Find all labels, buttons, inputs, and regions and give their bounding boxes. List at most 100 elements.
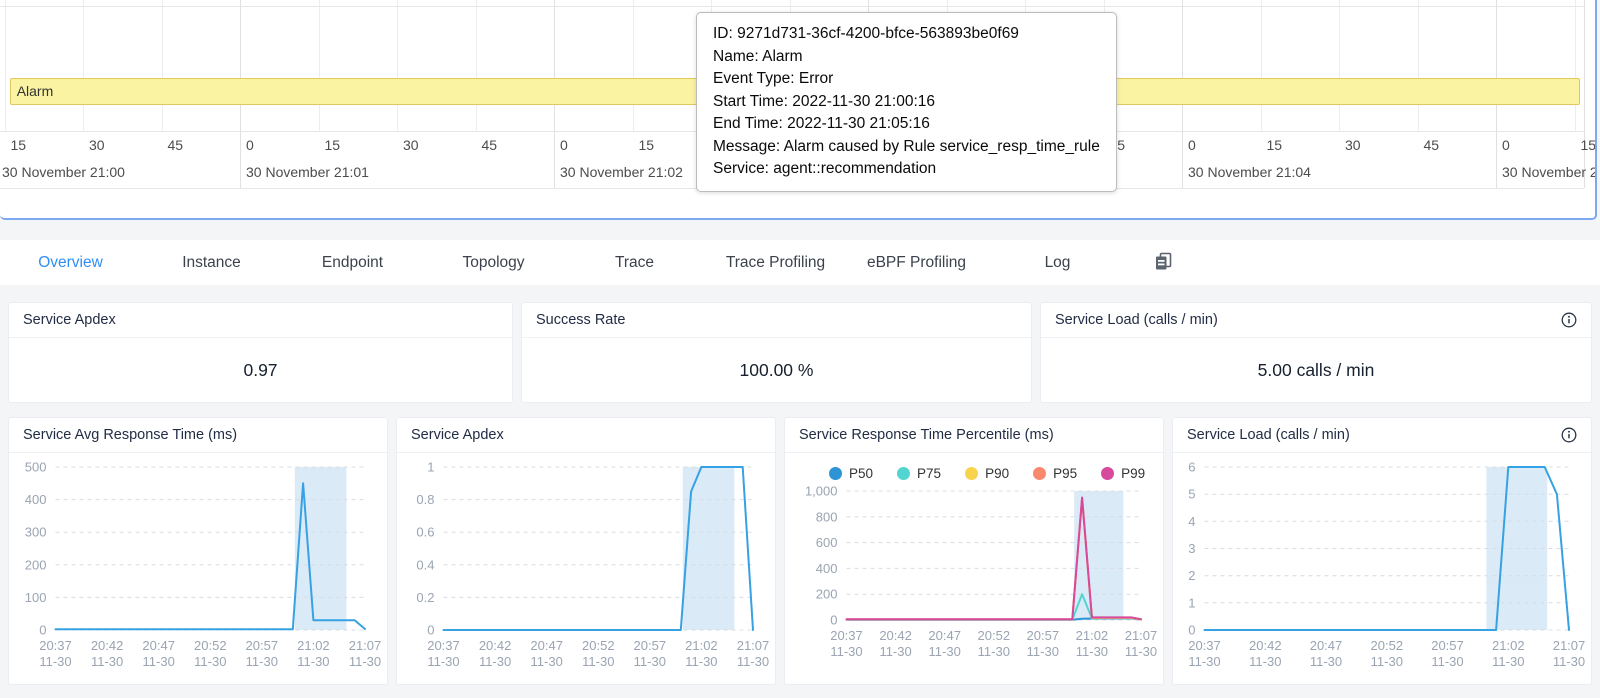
svg-text:20:37: 20:37 [427,638,460,653]
tooltip-line: Name: Alarm [713,47,803,65]
alarm-tooltip: ID: 9271d731-36cf-4200-bfce-563893be0f69… [696,12,1117,192]
svg-text:20:37: 20:37 [39,638,72,653]
svg-text:11-30: 11-30 [1027,644,1059,659]
card-title: Service Apdex [23,312,116,328]
svg-text:20:57: 20:57 [246,638,279,653]
timeline-tick-label: 45 [481,137,498,153]
svg-text:11-30: 11-30 [634,654,666,669]
svg-text:11-30: 11-30 [582,654,614,669]
line-chart-svg: 010020030040050020:3711-3020:4211-3020:4… [25,460,381,670]
svg-text:11-30: 11-30 [978,644,1010,659]
svg-text:11-30: 11-30 [1188,654,1220,669]
tab-instance[interactable]: Instance [182,253,241,271]
legend-dot [1033,467,1047,480]
svg-text:600: 600 [816,535,838,550]
svg-text:20:57: 20:57 [1027,628,1060,643]
svg-text:0.2: 0.2 [416,590,434,605]
tab-trace-profiling[interactable]: Trace Profiling [725,253,826,271]
timeline-tick-label: 0 [560,137,568,153]
chart-service-apdex[interactable]: 0 0.2 0.4 0.6 0.8 1 20:37 11-30 20:42 11-30 20:47 1… [397,453,775,679]
tab-log[interactable]: Log [1044,253,1071,271]
timeline-gridline [475,0,477,131]
svg-text:6: 6 [1188,460,1195,475]
svg-text:300: 300 [25,525,47,540]
svg-text:11-30: 11-30 [1076,644,1108,659]
legend-item-p99[interactable]: P99 [1101,466,1145,481]
timeline-axis-line [0,6,1584,7]
legend-item-p50[interactable]: P50 [829,466,873,481]
tab-topology[interactable]: Topology [462,253,525,271]
svg-text:11-30: 11-30 [349,654,381,669]
legend-dot [1101,467,1115,480]
card-service-load: Service Load (calls / min) 5.00 calls / … [1040,302,1592,403]
timeline-tick-label: 15 [638,137,655,153]
svg-text:20:52: 20:52 [194,638,227,653]
summary-cards-row: Service Apdex 0.97 Success Rate 100.00 %… [0,285,1600,403]
svg-text:11-30: 11-30 [39,654,71,669]
svg-text:20:57: 20:57 [1431,638,1464,653]
svg-text:11-30: 11-30 [1371,654,1403,669]
svg-text:20:47: 20:47 [530,638,563,653]
info-icon[interactable] [1561,427,1577,443]
chart-card-response-time-percentile: Service Response Time Percentile (ms) P5… [784,417,1164,685]
svg-text:20:52: 20:52 [1371,638,1404,653]
chart-response-time-percentile[interactable]: P50 P75 P90 P95 P99 0 200 400 600 800 1,000 20:37 11… [785,453,1163,669]
svg-text:21:07: 21:07 [1125,628,1157,643]
svg-text:3: 3 [1188,541,1195,556]
legend-item-p95[interactable]: P95 [1033,466,1077,481]
svg-text:11-30: 11-30 [737,654,769,669]
svg-text:0.8: 0.8 [416,492,434,507]
svg-text:20:47: 20:47 [142,638,175,653]
svg-text:21:02: 21:02 [685,638,718,653]
chart-card-service-apdex: Service Apdex 0 0.2 0.4 0.6 0.8 1 20:37 11-30 20… [396,417,776,685]
info-icon[interactable] [1561,312,1577,328]
chart-avg-response-time[interactable]: 0 100 200 300 400 500 20:37 11-30 20:42 11-30 20:4… [9,453,387,679]
charts-row: Service Avg Response Time (ms) 0 100 200 30… [0,403,1600,685]
timeline-gridline [318,0,320,131]
svg-text:4: 4 [1188,514,1195,529]
service-tabs: Overview Instance Endpoint Topology Trace Tra… [0,240,1600,285]
tab-endpoint[interactable]: Endpoint [321,253,384,271]
tab-overview[interactable]: Overview [38,253,103,271]
timeline-gridline [83,0,84,131]
svg-text:11-30: 11-30 [143,654,175,669]
svg-text:11-30: 11-30 [830,644,862,659]
card-title: Success Rate [536,312,626,328]
legend-label: P90 [985,466,1010,481]
svg-text:0.6: 0.6 [416,525,434,540]
copy-icon[interactable] [1128,249,1198,276]
svg-text:0: 0 [427,623,434,638]
svg-text:20:52: 20:52 [582,638,615,653]
tooltip-line: Message: Alarm caused by Rule service_re… [713,137,1100,155]
timeline-gridline [1260,0,1262,131]
svg-text:20:42: 20:42 [879,628,912,643]
timeline-gridline [1574,0,1576,131]
svg-text:200: 200 [25,557,47,572]
card-success-rate: Success Rate 100.00 % [521,302,1032,403]
legend-label: P95 [1053,466,1078,481]
svg-text:21:07: 21:07 [1553,638,1585,653]
timeline-tick-label: 15 [1266,137,1283,153]
svg-text:11-30: 11-30 [531,654,563,669]
timeline-date-label: 30 November 21:04 [1188,164,1311,180]
line-chart-svg: 012345620:3711-3020:4211-3020:4711-3020:… [1188,460,1585,670]
svg-text:20:52: 20:52 [978,628,1011,643]
timeline-tick-label: 45 [167,137,184,153]
chart-service-load[interactable]: 0 1 2 3 4 5 6 20:37 11-30 20:42 11-30 20:47 11-30 20:… [1173,453,1591,679]
svg-text:5: 5 [1188,487,1195,502]
legend-item-p90[interactable]: P90 [965,466,1009,481]
svg-text:11-30: 11-30 [879,644,911,659]
chart-card-service-load: Service Load (calls / min) 0 1 2 3 4 5 6 20:37 1… [1172,417,1592,685]
tab-trace[interactable]: Trace [614,253,655,271]
chart-title: Service Apdex [411,427,504,443]
card-value: 5.00 calls / min [1257,359,1375,380]
line-chart-svg: 02004006008001,00020:3711-3020:4211-3020… [805,484,1157,660]
timeline-date-label: 30 November 21:00 [2,164,125,180]
timeline-tick-label: 30 [403,137,419,153]
legend-item-p75[interactable]: P75 [897,466,941,481]
svg-text:0.4: 0.4 [416,557,434,572]
svg-text:21:02: 21:02 [1076,628,1109,643]
alarm-timeline-panel: 153045015304501530450153045015304501530 … [0,0,1597,220]
svg-text:1: 1 [427,460,434,475]
tab-ebpf-profiling[interactable]: eBPF Profiling [866,253,967,271]
